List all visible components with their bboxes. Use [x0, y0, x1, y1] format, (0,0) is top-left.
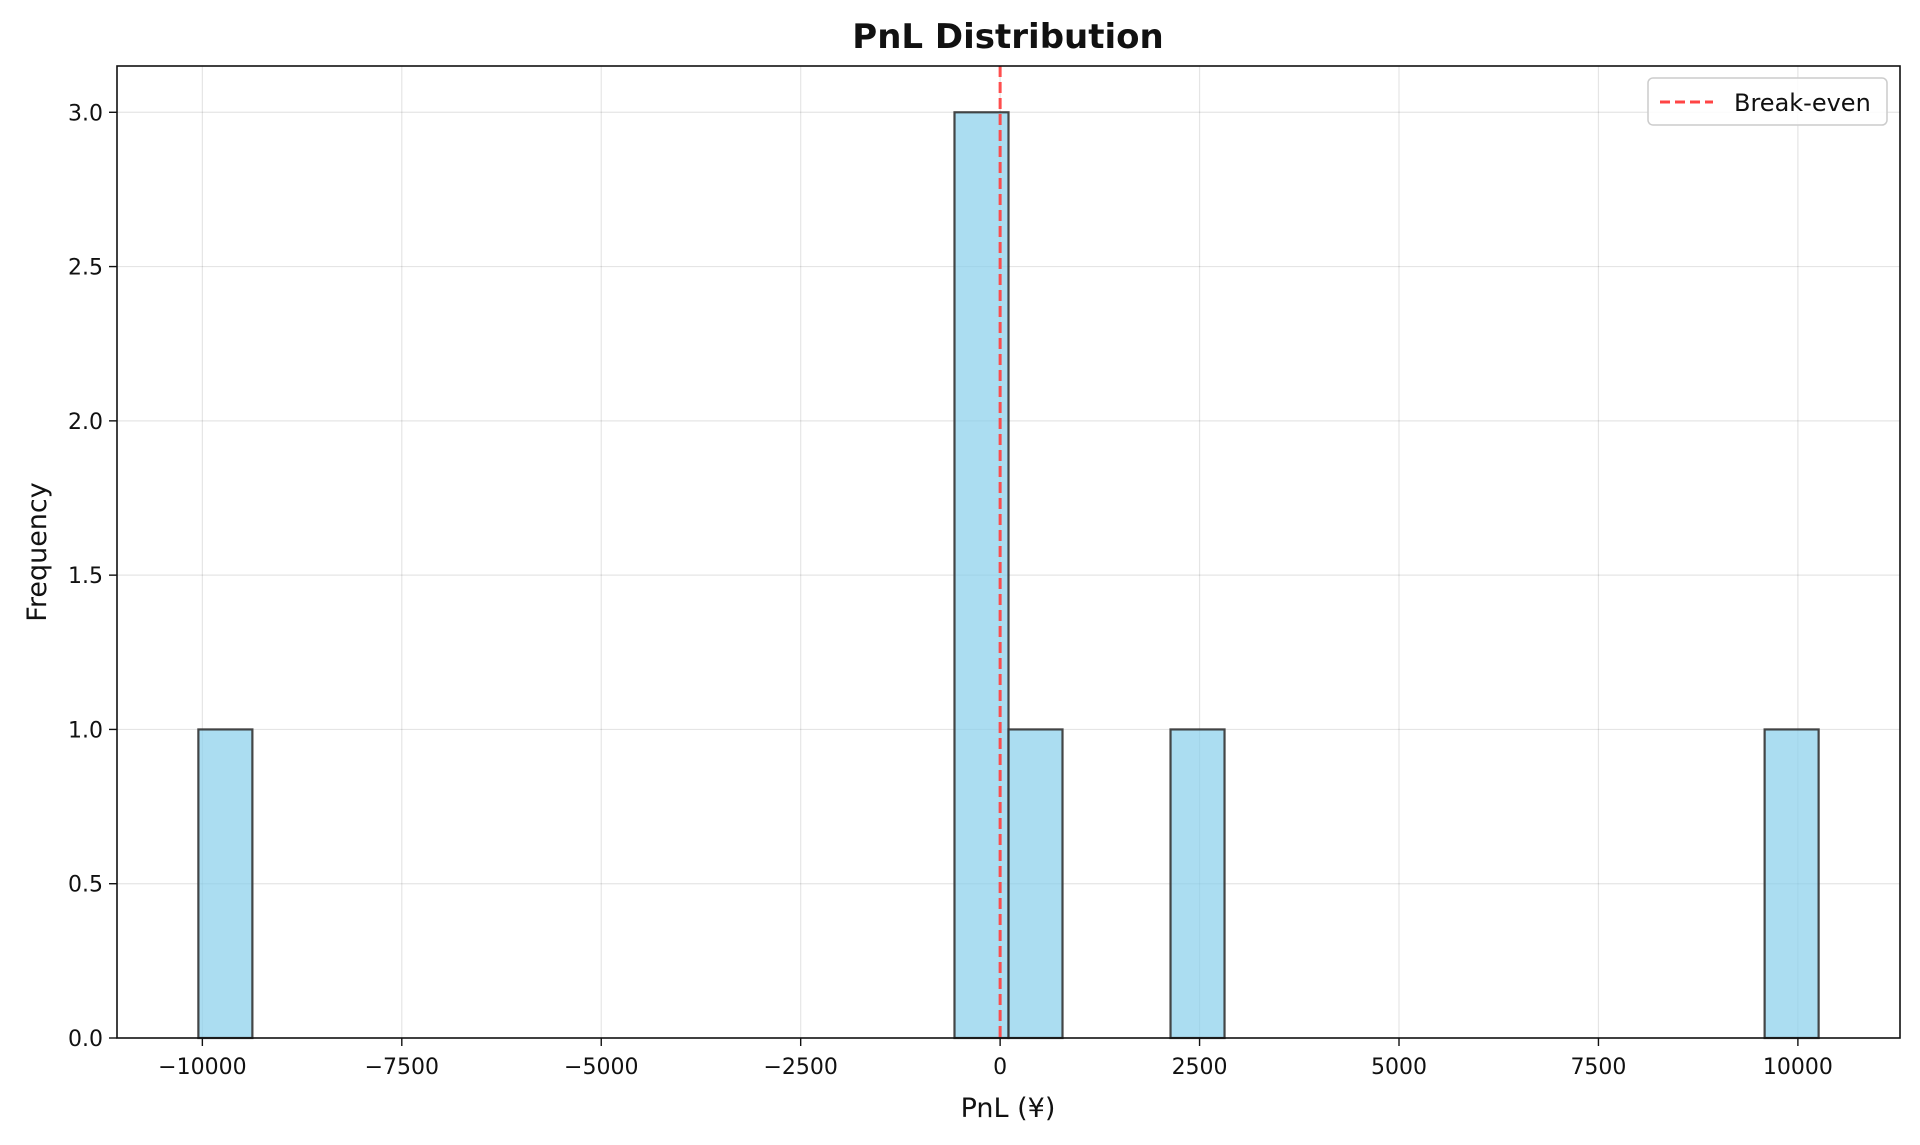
axes-frame: [116, 65, 1901, 1039]
y-tick-label: 0.5: [68, 873, 103, 898]
x-tick-label: 7500: [1570, 1055, 1626, 1080]
x-tick-label: −5000: [564, 1055, 638, 1080]
y-tick-label: 2.0: [68, 410, 103, 435]
y-ticks: 0.0 0.5 1.0 1.5 2.0 2.5 3.0: [68, 101, 117, 1052]
x-tick-label: −2500: [763, 1055, 837, 1080]
y-tick-label: 1.0: [68, 718, 103, 743]
y-tick-label: 1.5: [68, 564, 103, 589]
x-tick-label: 0: [993, 1055, 1007, 1080]
y-tick-label: 3.0: [68, 101, 103, 126]
y-axis-label: Frequency: [22, 482, 53, 622]
y-tick-label: 0.0: [68, 1027, 103, 1052]
x-tick-label: 10000: [1763, 1055, 1833, 1080]
x-axis-label: PnL (¥): [961, 1093, 1056, 1124]
legend-box: [1647, 77, 1888, 126]
x-tick-label: −10000: [158, 1055, 246, 1080]
histogram-bar: [1007, 728, 1064, 1040]
histogram-bar: [197, 728, 254, 1040]
histogram-bar: [1169, 728, 1226, 1040]
histogram-bar: [1763, 728, 1820, 1040]
legend: Break-even: [1647, 77, 1888, 126]
x-tick-label: 2500: [1172, 1055, 1228, 1080]
x-tick-label: 5000: [1371, 1055, 1427, 1080]
x-tick-label: −7500: [365, 1055, 439, 1080]
chart-title: PnL Distribution: [852, 17, 1163, 57]
legend-break-even-label: Break-even: [1734, 89, 1871, 117]
x-ticks: −10000 −7500 −5000 −2500 0 2500 5000 7500 10000: [158, 1038, 1833, 1080]
y-tick-label: 2.5: [68, 256, 103, 281]
